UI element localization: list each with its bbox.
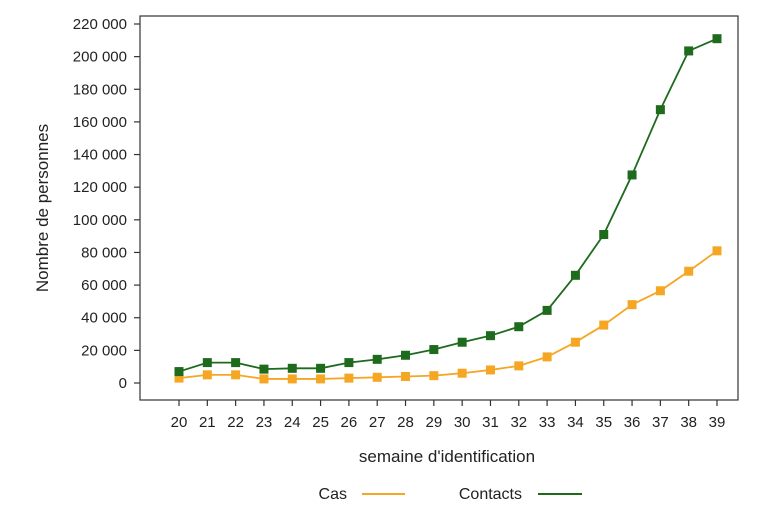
- data-point: [429, 371, 439, 381]
- legend: Cas Contacts: [319, 486, 582, 503]
- series-line: [178, 37, 718, 373]
- data-point: [174, 373, 184, 383]
- data-point: [627, 300, 637, 310]
- data-point: [485, 331, 495, 341]
- y-axis: 0 20 000 40 000 60 000 80 000 100 000 120 000 1…: [73, 16, 140, 392]
- x-tick-label: 38: [680, 414, 697, 431]
- x-tick-label: 26: [341, 414, 358, 431]
- x-tick-label: 23: [256, 414, 273, 431]
- data-point: [202, 358, 212, 368]
- x-tick-label: 24: [284, 414, 301, 431]
- data-point: [514, 361, 524, 371]
- data-point: [259, 374, 269, 384]
- series-contacts: [174, 34, 722, 377]
- legend-label: Contacts: [459, 486, 522, 503]
- series-line: [178, 250, 718, 380]
- y-tick-label: 160 000: [73, 114, 127, 131]
- data-point: [457, 368, 467, 378]
- data-point: [655, 105, 665, 115]
- x-tick-label: 34: [567, 414, 584, 431]
- y-tick-label: 180 000: [73, 81, 127, 98]
- y-axis-title: Nombre de personnes: [33, 124, 52, 292]
- y-tick-label: 100 000: [73, 212, 127, 229]
- data-point: [542, 305, 552, 315]
- x-tick-label: 33: [539, 414, 556, 431]
- data-point: [259, 364, 269, 374]
- y-tick-label: 220 000: [73, 16, 127, 33]
- plot-border: [139, 15, 739, 401]
- series-cas: [174, 246, 722, 384]
- x-tick-label: 32: [510, 414, 527, 431]
- legend-item-contacts: Contacts: [459, 486, 582, 503]
- data-point: [231, 370, 241, 380]
- x-tick-label: 31: [482, 414, 499, 431]
- x-tick-label: 21: [199, 414, 216, 431]
- data-point: [344, 358, 354, 368]
- legend-item-cas: Cas: [319, 486, 405, 503]
- data-point: [627, 170, 637, 180]
- x-tick-label: 25: [312, 414, 329, 431]
- x-tick-label: 37: [652, 414, 669, 431]
- data-point: [655, 286, 665, 296]
- x-tick-label: 28: [397, 414, 414, 431]
- data-point: [570, 270, 580, 280]
- x-axis: 20 21 22 23 24 25 26 27 28 29 30 31 32 33 34 35 36 37 38 39: [171, 400, 726, 431]
- data-point: [401, 371, 411, 381]
- data-point: [231, 358, 241, 368]
- plot-frame: [139, 15, 739, 401]
- data-point: [712, 34, 722, 44]
- x-tick-label: 27: [369, 414, 386, 431]
- y-tick-label: 120 000: [73, 179, 127, 196]
- x-tick-label: 20: [171, 414, 188, 431]
- data-point: [542, 352, 552, 362]
- data-point: [457, 337, 467, 347]
- data-point: [712, 246, 722, 256]
- x-tick-label: 36: [624, 414, 641, 431]
- x-tick-label: 35: [595, 414, 612, 431]
- data-point: [514, 322, 524, 332]
- legend-label: Cas: [319, 486, 347, 503]
- data-point: [570, 337, 580, 347]
- data-point: [316, 363, 326, 373]
- data-point: [344, 373, 354, 383]
- y-tick-label: 20 000: [81, 342, 127, 359]
- y-tick-label: 200 000: [73, 49, 127, 66]
- data-point: [174, 367, 184, 377]
- x-tick-label: 29: [425, 414, 442, 431]
- x-tick-label: 39: [709, 414, 726, 431]
- data-point: [684, 266, 694, 276]
- y-tick-label: 60 000: [81, 277, 127, 294]
- data-point: [202, 370, 212, 380]
- data-point: [372, 372, 382, 382]
- data-point: [287, 374, 297, 384]
- y-tick-label: 40 000: [81, 310, 127, 327]
- y-tick-label: 80 000: [81, 244, 127, 261]
- x-tick-label: 22: [227, 414, 244, 431]
- data-point: [429, 345, 439, 355]
- x-tick-label: 30: [454, 414, 471, 431]
- data-point: [599, 320, 609, 330]
- data-point: [599, 230, 609, 240]
- data-point: [401, 350, 411, 360]
- data-point: [684, 46, 694, 56]
- series-layer: [174, 34, 722, 384]
- data-point: [372, 354, 382, 364]
- data-point: [287, 363, 297, 373]
- y-tick-label: 140 000: [73, 147, 127, 164]
- data-point: [485, 365, 495, 375]
- y-tick-label: 0: [119, 375, 127, 392]
- x-axis-title: semaine d'identification: [359, 447, 535, 466]
- data-point: [316, 374, 326, 384]
